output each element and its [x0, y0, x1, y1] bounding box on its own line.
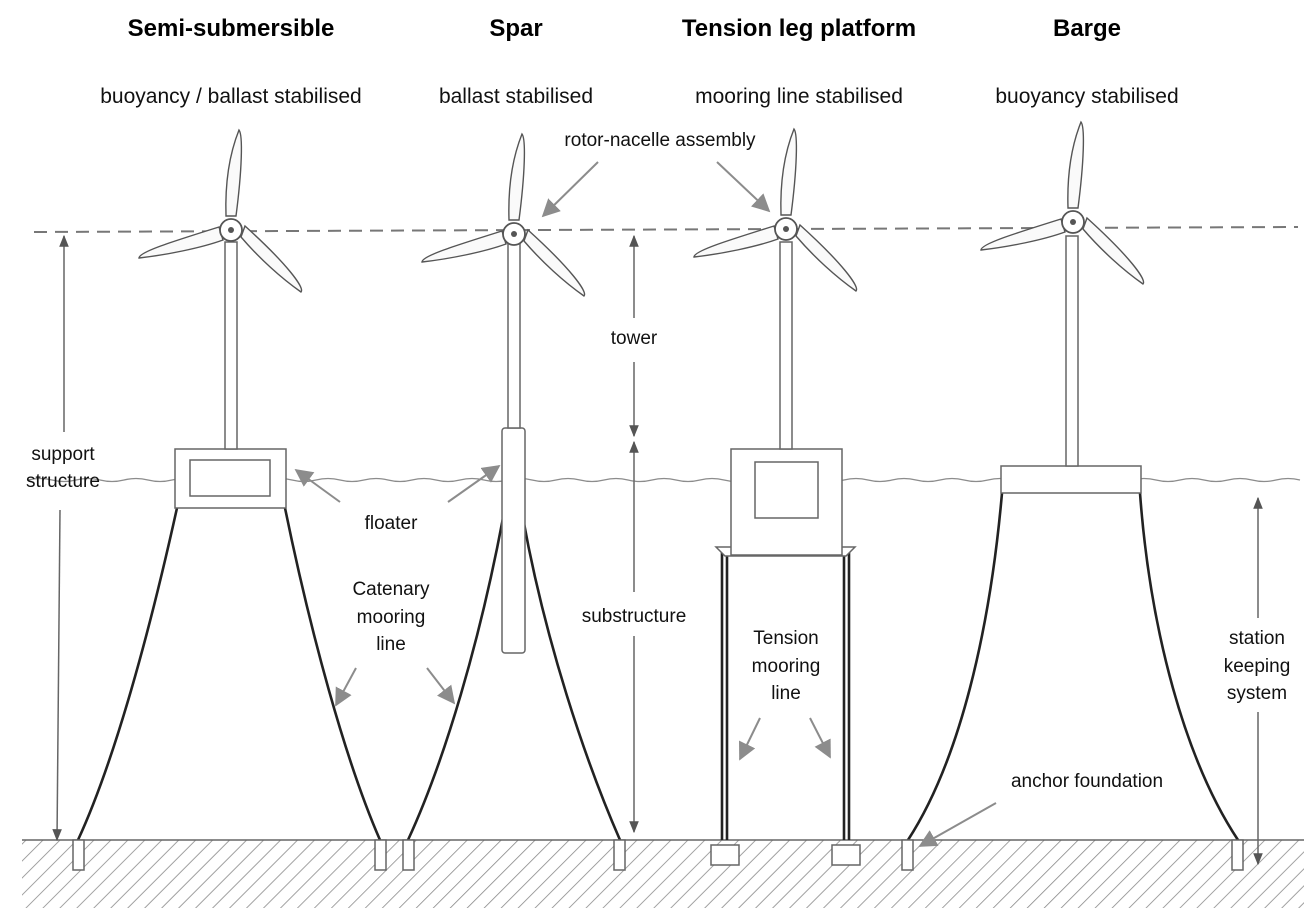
subtitle-barge: buoyancy stabilised — [995, 85, 1178, 108]
label-catenary-line-1: Catenary — [352, 579, 430, 600]
label-substructure: substructure — [582, 606, 687, 627]
anchor-block — [710, 844, 740, 866]
barge-platform — [901, 121, 1244, 871]
spar-platform — [402, 133, 626, 871]
label-tension-line-2: mooring — [752, 656, 821, 677]
label-catenary-line-2: mooring — [357, 607, 426, 628]
label-catenary-line-3: line — [376, 634, 406, 655]
pointer-arrows — [294, 161, 997, 847]
anchor-block — [72, 839, 85, 871]
label-floater: floater — [365, 513, 418, 534]
anchor-block — [374, 839, 387, 871]
dimension-arrows — [52, 234, 1263, 866]
label-station-line-3: system — [1227, 683, 1287, 704]
subtitle-tension-leg-platform: mooring line stabilised — [695, 85, 903, 108]
anchor-block — [402, 839, 415, 871]
seabed — [22, 839, 1304, 908]
label-tension-line-1: Tension — [753, 628, 819, 649]
label-anchor-foundation: anchor foundation — [1011, 771, 1163, 792]
title-tension-leg-platform: Tension leg platform — [682, 15, 916, 42]
title-spar: Spar — [489, 15, 542, 42]
label-station-line-2: keeping — [1224, 656, 1291, 677]
label-support-line-1: support — [31, 444, 95, 465]
label-support-line-2: structure — [26, 471, 100, 492]
anchor-block — [1231, 839, 1244, 871]
label-rotor-nacelle-assembly: rotor-nacelle assembly — [564, 130, 756, 151]
label-tension-line-3: line — [771, 683, 801, 704]
label-station-line-1: station — [1229, 628, 1285, 649]
anchor-block — [613, 839, 626, 871]
subtitle-semi-submersible: buoyancy / ballast stabilised — [100, 85, 362, 108]
subtitle-spar: ballast stabilised — [439, 85, 593, 108]
label-tower: tower — [611, 328, 658, 349]
tension-leg-platform — [693, 128, 861, 866]
anchor-block — [831, 844, 861, 866]
title-semi-submersible: Semi-submersible — [128, 15, 335, 42]
anchor-block — [901, 839, 914, 871]
title-barge: Barge — [1053, 15, 1121, 42]
semi-submersible-platform — [72, 129, 387, 871]
